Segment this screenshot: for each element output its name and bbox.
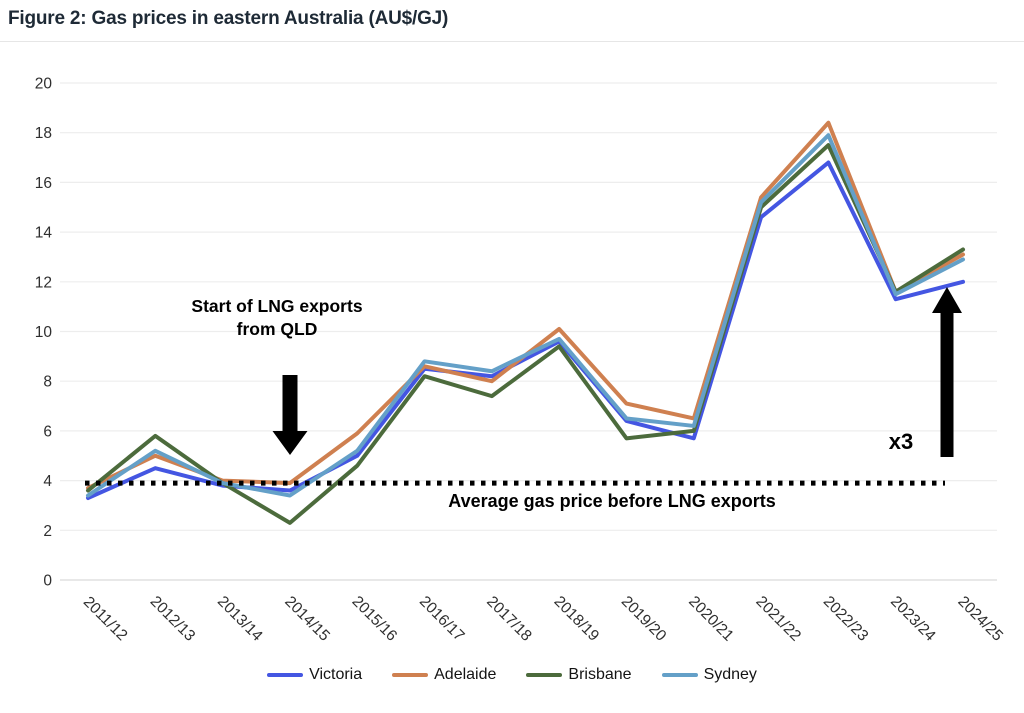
legend-swatch-adelaide: [392, 672, 429, 678]
x-axis-tick-label: 2015/16: [349, 593, 401, 645]
x-axis-tick-label: 2019/20: [618, 593, 670, 645]
legend-item-adelaide: Adelaide: [392, 666, 496, 684]
title-divider: [0, 41, 1024, 42]
x-axis-tick-label: 2023/24: [887, 593, 939, 645]
x-axis-tick-label: 2020/21: [685, 593, 737, 645]
x-axis-tick-label: 2011/12: [80, 593, 131, 644]
x-axis-tick-label: 2014/15: [281, 593, 333, 645]
x-axis-tick-label: 2018/19: [551, 593, 603, 645]
y-axis-tick-label: 10: [35, 324, 53, 341]
legend-label: Brisbane: [568, 666, 632, 683]
x-axis-labels-group: 2011/12 2012/13 2013/14 2014/15 2015/16 2016/…: [80, 593, 1006, 645]
y-axis-tick-label: 0: [43, 573, 52, 590]
y-axis-tick-label: 6: [43, 423, 52, 440]
annotation-lng-start-line2: from QLD: [237, 319, 318, 339]
y-axis-tick-label: 8: [43, 374, 52, 391]
annotation-average-price-label: Average gas price before LNG exports: [448, 491, 775, 511]
series-line-brisbane: [86, 143, 965, 525]
down-arrow-icon: [272, 375, 308, 455]
legend-label: Victoria: [309, 666, 363, 683]
y-axis-tick-label: 18: [35, 125, 52, 142]
chart-legend: Victoria Adelaide Brisbane Sydney: [0, 666, 1024, 684]
legend-item-victoria: Victoria: [267, 666, 362, 684]
x-axis-tick-label: 2024/25: [954, 593, 1006, 645]
x-axis-tick-label: 2017/18: [483, 593, 535, 645]
series-line-victoria: [86, 160, 965, 500]
legend-label: Adelaide: [434, 666, 497, 683]
x-axis-tick-label: 2022/23: [820, 593, 872, 645]
x-axis-tick-label: 2016/17: [416, 593, 468, 645]
legend-swatch-victoria: [267, 672, 304, 678]
y-axis-tick-label: 2: [43, 523, 52, 540]
x-axis-tick-label: 2013/14: [214, 593, 266, 645]
figure-title: Figure 2: Gas prices in eastern Australi…: [8, 8, 449, 29]
x-axis-tick-label: 2012/13: [147, 593, 199, 645]
legend-swatch-brisbane: [526, 672, 563, 678]
y-axis-tick-label: 20: [35, 76, 53, 93]
y-axis-tick-label: 4: [43, 473, 52, 490]
annotation-x3-label: x3: [889, 429, 913, 454]
y-axis-tick-label: 16: [35, 175, 52, 192]
legend-item-brisbane: Brisbane: [526, 666, 632, 684]
y-axis-tick-label: 14: [35, 225, 53, 242]
up-arrow-icon: [932, 287, 962, 457]
y-axis-tick-label: 12: [35, 274, 52, 291]
legend-label: Sydney: [703, 666, 757, 683]
y-axis-labels-group: 0 2 4 6 8 10 12 14 16 18 20: [35, 76, 53, 590]
series-line-sydney: [86, 133, 965, 498]
series-lines-group: [86, 120, 965, 525]
annotation-lng-start-line1: Start of LNG exports: [191, 296, 362, 316]
legend-item-sydney: Sydney: [661, 666, 757, 684]
legend-swatch-sydney: [661, 672, 698, 678]
x-axis-tick-label: 2021/22: [752, 593, 804, 645]
